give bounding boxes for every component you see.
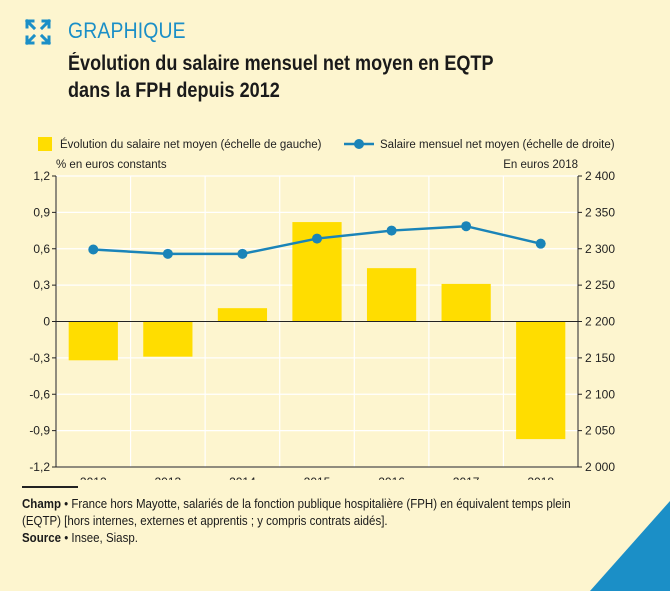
right-axis: 2 400 2 350 2 300 2 250 2 200 2 150 2 100 2 050…: [577, 169, 615, 474]
right-tick-label: 2 400: [585, 169, 615, 183]
line-point: [237, 248, 248, 259]
line-point: [312, 233, 322, 244]
legend-line-label: Salaire mensuel net moyen (échelle de dr…: [380, 139, 615, 151]
chart-kicker: GRAPHIQUE: [68, 18, 186, 43]
champ-text: France hors Mayotte, salariés de la fonc…: [22, 497, 571, 528]
left-tick-label: -0,6: [29, 387, 50, 401]
corner-decoration: [590, 501, 670, 591]
x-tick-label: 2018: [527, 475, 554, 480]
x-tick-label: 2017: [453, 475, 480, 480]
left-tick-label: 0,6: [33, 242, 50, 256]
x-tick-label: 2013: [155, 475, 182, 480]
right-tick-label: 2 350: [585, 205, 615, 219]
left-tick-label: 0: [43, 315, 50, 329]
x-tick-label: 2014: [229, 475, 256, 480]
right-axis-unit: En euros 2018: [503, 159, 578, 171]
footer-rule: [22, 486, 78, 488]
right-tick-label: 2 300: [585, 242, 615, 256]
bar: [366, 268, 417, 322]
legend-bar-label: Évolution du salaire net moyen (échelle …: [60, 138, 322, 151]
left-tick-label: 1,2: [33, 169, 50, 183]
bar: [143, 321, 193, 357]
line-series: [88, 221, 546, 259]
right-tick-label: 2 000: [585, 460, 615, 474]
champ-note: Champ • France hors Mayotte, salariés de…: [22, 497, 571, 528]
bars: [68, 222, 566, 440]
line-point: [386, 225, 397, 236]
line-point: [88, 244, 99, 255]
right-tick-label: 2 050: [585, 424, 615, 438]
bar: [516, 321, 566, 440]
chart: Évolution du salaire net moyen (échelle …: [29, 137, 615, 480]
bar: [68, 321, 118, 361]
footer-notes: Champ • France hors Mayotte, salariés de…: [22, 496, 592, 547]
x-axis: 2012 2013 2014 2015 2016 2017 2018: [56, 466, 578, 480]
left-tick-label: 0,9: [33, 205, 50, 219]
bar: [441, 283, 491, 322]
source-text: Insee, Siasp.: [71, 531, 138, 545]
line-point: [535, 238, 546, 249]
x-tick-label: 2016: [378, 475, 405, 480]
left-axis-unit: % en euros constants: [56, 159, 167, 171]
chart-title: Évolution du salaire mensuel net moyen e…: [68, 50, 618, 104]
right-tick-label: 2 200: [585, 315, 615, 329]
title-line-1: Évolution du salaire mensuel net moyen e…: [68, 52, 494, 75]
line-point: [461, 221, 472, 232]
bar: [217, 308, 268, 322]
left-tick-label: -0,3: [29, 351, 50, 365]
left-tick-label: -0,9: [29, 424, 50, 438]
right-tick-label: 2 250: [585, 278, 615, 292]
source-label: Source: [22, 531, 61, 545]
x-tick-label: 2015: [304, 475, 331, 480]
line-point: [162, 248, 173, 259]
title-line-2: dans la FPH depuis 2012: [68, 79, 280, 102]
champ-label: Champ: [22, 497, 61, 511]
expand-arrows-icon[interactable]: [24, 18, 52, 46]
right-tick-label: 2 150: [585, 351, 615, 365]
left-axis: 1,2 0,9 0,6 0,3 0 -0,3 -0,6 -0,9 -1,2: [29, 169, 57, 474]
x-tick-label: 2012: [80, 475, 107, 480]
left-tick-label: -1,2: [29, 460, 50, 474]
source-note: Source • Insee, Siasp.: [22, 531, 138, 545]
legend-line-marker: [354, 139, 364, 149]
legend: Évolution du salaire net moyen (échelle …: [38, 137, 615, 151]
right-tick-label: 2 100: [585, 387, 615, 401]
left-tick-label: 0,3: [33, 278, 50, 292]
legend-bar-swatch: [38, 137, 52, 151]
